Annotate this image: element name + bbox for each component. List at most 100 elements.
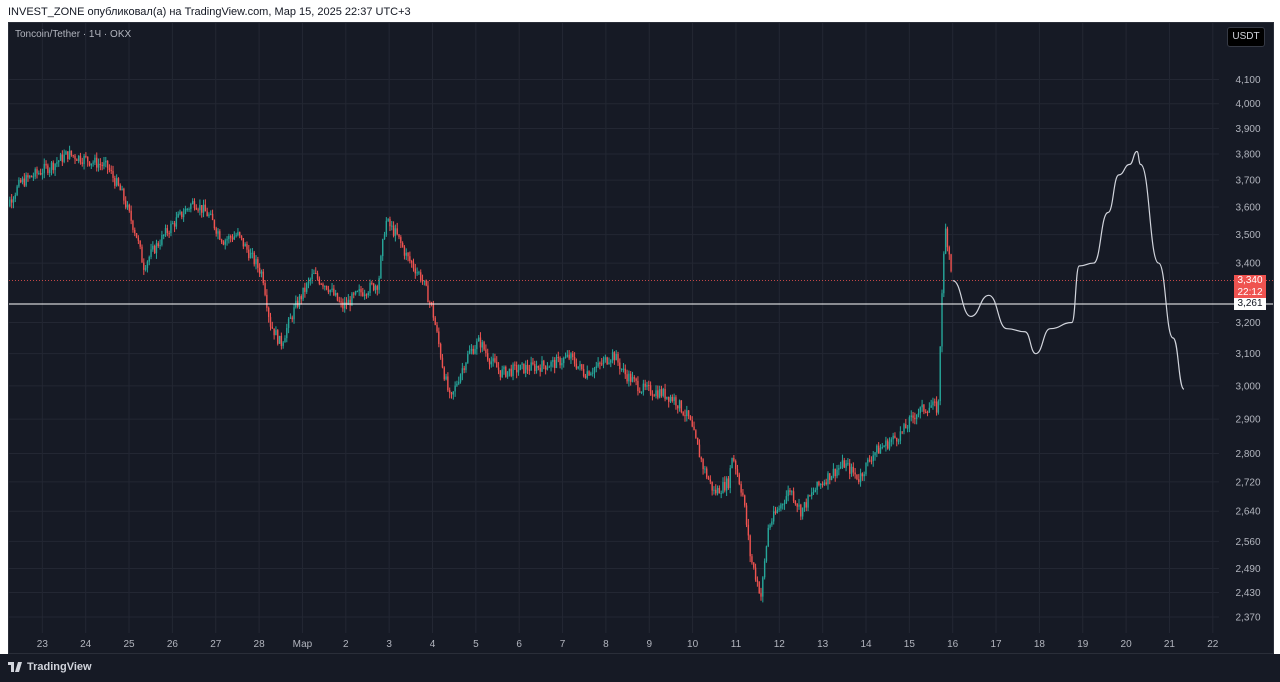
candle-body (427, 285, 429, 303)
candle-body (123, 188, 125, 201)
candle-body (610, 360, 612, 363)
candle-body (903, 424, 905, 432)
candle-body (664, 388, 666, 399)
candle-body (792, 491, 795, 501)
x-axis-tick-label: 26 (167, 639, 179, 650)
candle-body (401, 242, 404, 247)
candle-body (115, 178, 118, 186)
candle-body (687, 410, 690, 417)
candle-body (416, 272, 418, 274)
candle-body (181, 211, 183, 218)
candle-body (242, 238, 245, 247)
candle-body (626, 374, 628, 382)
candle-body (105, 160, 107, 163)
candle-body (722, 481, 724, 494)
candle-body (23, 178, 26, 186)
candle-body (302, 287, 304, 300)
candle-body (331, 288, 333, 290)
candle-body (450, 392, 453, 395)
y-axis-tick-label: 4,000 (1235, 99, 1260, 110)
hline-price-tag: 3,261 (1234, 298, 1266, 310)
candle-body (260, 271, 263, 274)
candle-body (689, 416, 692, 421)
candle-body (184, 208, 187, 214)
candle-body (925, 411, 927, 413)
candle-body (899, 431, 902, 441)
candle-body (193, 201, 196, 208)
candle-body (336, 293, 339, 301)
footer-bar: TradingView (0, 654, 1280, 682)
candle-body (76, 159, 78, 161)
candle-body (293, 307, 295, 320)
candle-body (810, 492, 813, 496)
candle-body (186, 208, 188, 210)
candle-body (97, 163, 100, 168)
candle-body (944, 228, 947, 254)
candle-body (371, 282, 373, 284)
candle-body (950, 254, 952, 272)
candle-body (85, 155, 87, 157)
candle-body (159, 244, 161, 246)
candle-body (141, 246, 143, 263)
y-axis-tick-label: 3,900 (1235, 124, 1260, 135)
candle-body (9, 199, 11, 207)
candle-body (306, 283, 308, 292)
tradingview-logo[interactable]: TradingView (8, 661, 92, 673)
candle-body (814, 489, 817, 493)
x-axis-tick-label: 18 (1034, 639, 1046, 650)
candle-body (387, 219, 389, 221)
y-axis-tick-label: 3,700 (1235, 176, 1260, 187)
candle-body (21, 178, 24, 183)
candle-body (103, 162, 105, 167)
candle-body (16, 186, 18, 196)
candle-body (130, 210, 132, 221)
candle-body (642, 383, 645, 392)
chart-panel[interactable]: 4,100 4,000 3,900 3,800 3,700 3,600 3,500 3,400… (8, 22, 1274, 654)
candle-body (354, 291, 357, 295)
candle-body (535, 365, 538, 371)
publication-header: INVEST_ZONE опубликовал(а) на TradingVie… (0, 0, 1280, 24)
candle-body (523, 363, 525, 374)
candle-body (372, 283, 375, 291)
candle-body (324, 285, 326, 287)
candle-body (756, 579, 759, 582)
candle-body (577, 366, 579, 369)
candle-body (420, 272, 422, 281)
candle-body (412, 262, 415, 269)
candle-body (472, 348, 474, 354)
candle-body (43, 163, 45, 174)
candle-body (45, 163, 47, 166)
candle-body (564, 356, 567, 358)
last-price-label: 3,340 (1237, 275, 1263, 286)
candle-body (400, 237, 402, 243)
candle-body (515, 364, 518, 373)
candle-body (691, 420, 693, 427)
candle-body (537, 365, 540, 368)
x-axis-tick-label: 25 (123, 639, 135, 650)
candle-body (430, 302, 433, 305)
candle-body (615, 354, 617, 361)
candle-body (877, 445, 880, 454)
candle-body (334, 293, 337, 296)
currency-button[interactable]: USDT (1227, 27, 1265, 47)
candle-body (883, 446, 885, 448)
candle-body (606, 357, 608, 364)
candle-body (278, 335, 281, 344)
candle-body (765, 546, 768, 562)
candle-body (385, 220, 388, 235)
candle-body (497, 367, 500, 371)
candle-body (548, 366, 550, 368)
candle-body (74, 155, 76, 160)
candle-body (88, 161, 91, 166)
candle-body (172, 223, 174, 225)
candle-body (99, 163, 102, 165)
candle-body (561, 363, 563, 366)
candle-body (506, 371, 509, 377)
candle-body (488, 359, 491, 365)
candle-body (557, 357, 559, 359)
candle-body (338, 300, 340, 302)
price-chart[interactable]: 4,100 4,000 3,900 3,800 3,700 3,600 3,500 3,400… (9, 23, 1273, 653)
candle-body (182, 213, 185, 218)
candle-body (94, 157, 96, 163)
candle-body (121, 188, 123, 191)
